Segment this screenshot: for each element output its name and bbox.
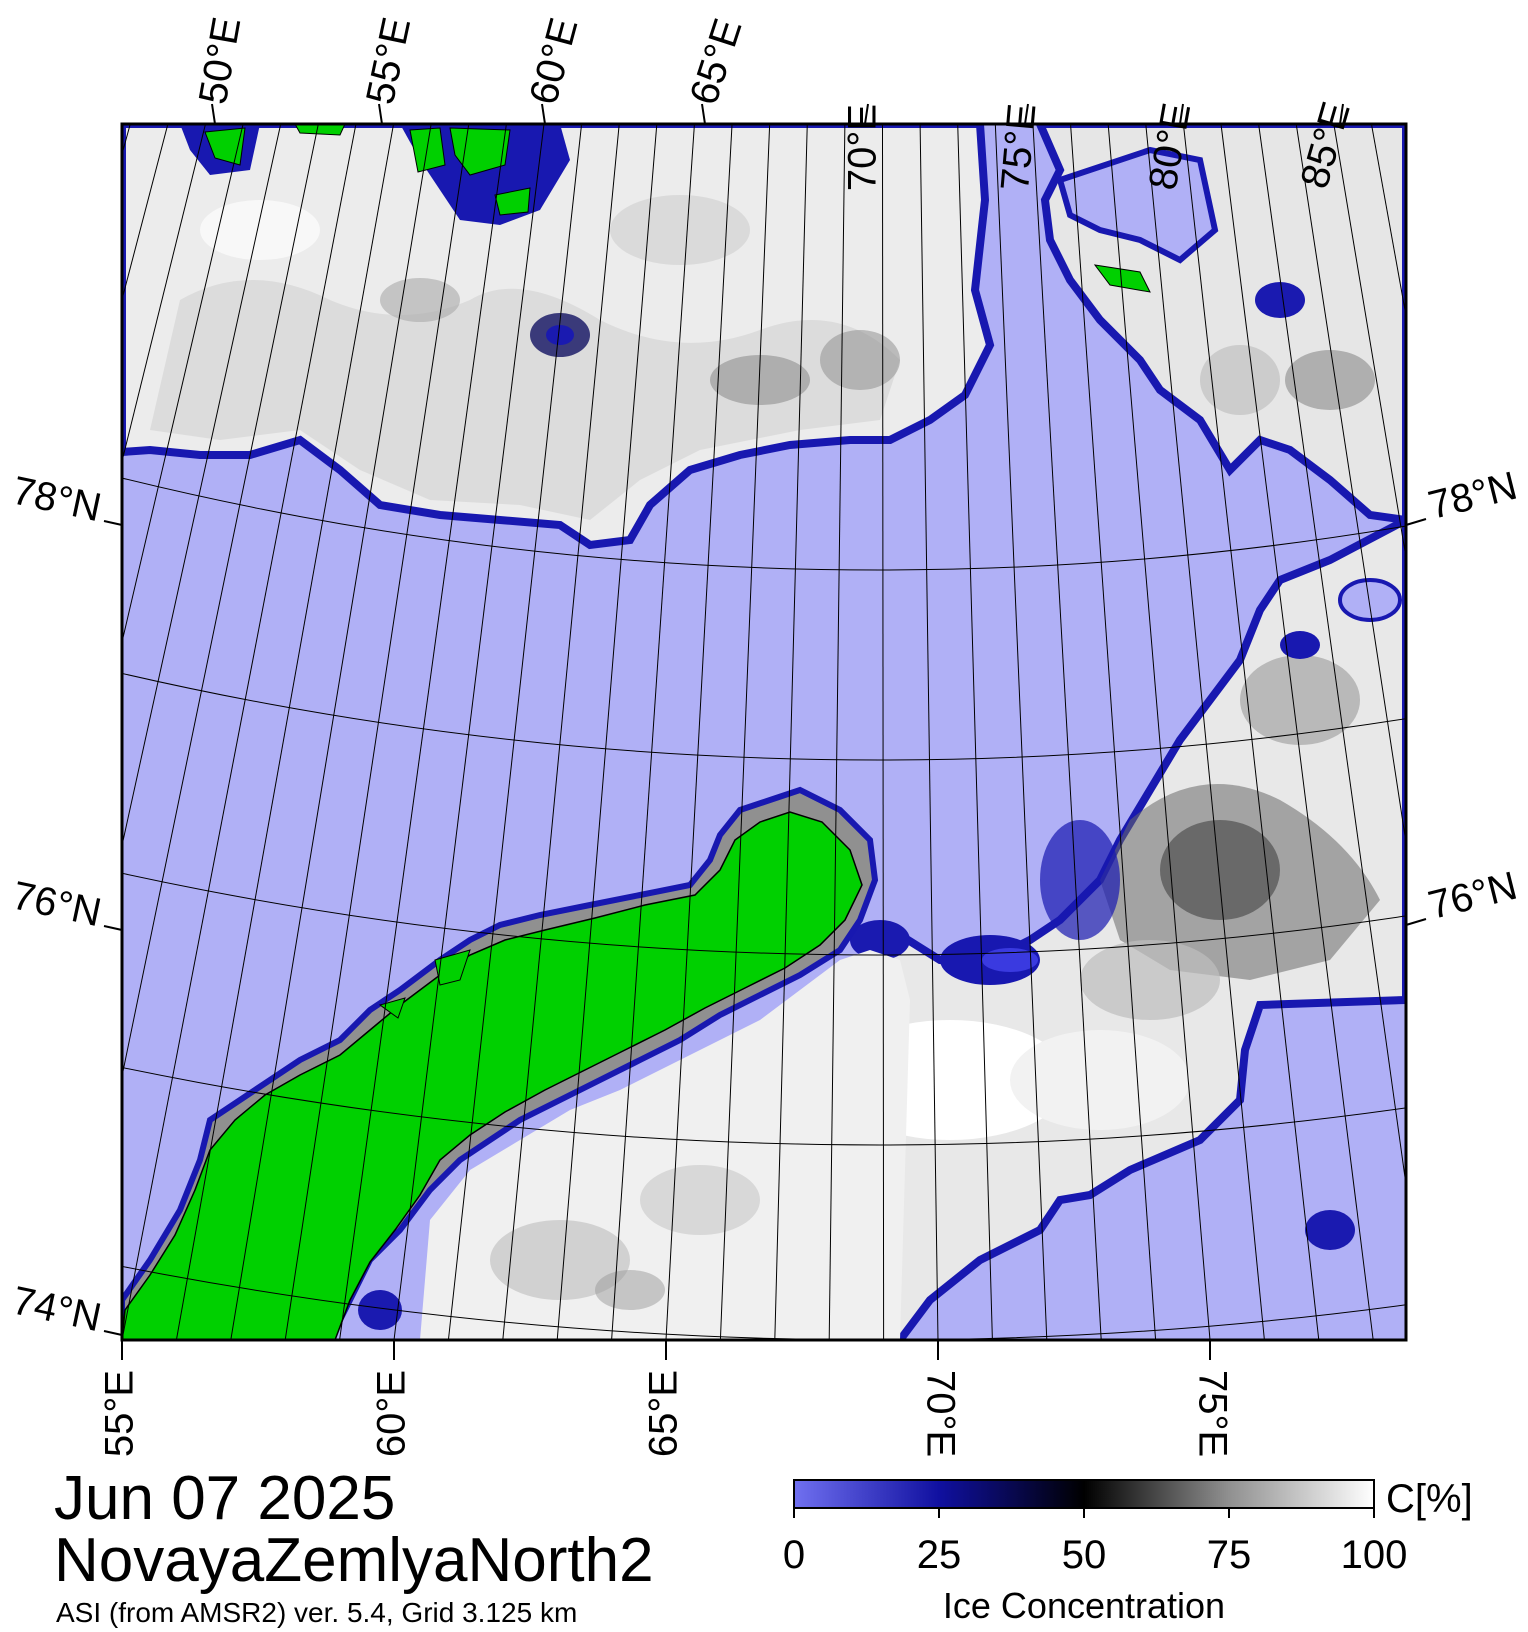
colorbar-gradient	[793, 1479, 1375, 1509]
map-content	[122, 124, 1406, 1340]
meridian-line	[828, 124, 846, 1340]
left-latitude-labels: 78°N 76°N 74°N	[9, 469, 106, 1341]
colorbar-title: Ice Concentration	[943, 1585, 1225, 1626]
meridian-line	[719, 124, 771, 1340]
meridian-line	[122, 124, 282, 848]
bottom-longitude-label: 55°E	[98, 1370, 142, 1457]
bottom-longitude-label: 65°E	[642, 1370, 686, 1457]
colorbar-tick-label: 25	[917, 1533, 962, 1577]
left-latitude-label: 76°N	[9, 874, 106, 936]
region-name: NovayaZemlyaNorth2	[54, 1526, 654, 1595]
colorbar-tick-label: 50	[1062, 1533, 1107, 1577]
meridian-line	[556, 124, 658, 1340]
meridian-line	[919, 124, 939, 1340]
meridian-line	[957, 124, 993, 1340]
meridian-line	[1145, 124, 1265, 1340]
meridian-line	[175, 124, 395, 1340]
meridian-line	[665, 124, 733, 1340]
right-latitude-labels: 78°N 76°N	[1424, 464, 1521, 928]
right-latitude-label: 78°N	[1424, 464, 1521, 528]
meridian-line	[447, 124, 583, 1340]
bottom-longitude-label: 75°E	[1190, 1370, 1234, 1457]
meridian-line	[774, 124, 808, 1340]
northeast-pack-ice	[1035, 124, 1406, 525]
meridian-line	[1258, 124, 1406, 1189]
meridian-line	[230, 124, 432, 1340]
top-longitude-label: 70°E	[841, 104, 885, 191]
right-latitude-label: 76°N	[1424, 864, 1521, 928]
meridian-line	[1107, 124, 1211, 1340]
meridian-line	[122, 124, 319, 1079]
map-date: Jun 07 2025	[54, 1464, 396, 1533]
meridian-line	[1070, 124, 1157, 1340]
meridian-line	[393, 124, 545, 1340]
meridian-line	[1220, 124, 1374, 1340]
meridian-line	[502, 124, 620, 1340]
product-info: ASI (from AMSR2) ver. 5.4, Grid 3.125 km	[56, 1597, 578, 1628]
map-frame	[120, 122, 1408, 1342]
meridian-line	[611, 124, 695, 1340]
meridian-line	[1182, 124, 1320, 1340]
top-longitude-label: 75°E	[993, 102, 1044, 193]
meridian-line	[284, 124, 470, 1340]
colorbar-ticks: 0 25 50 75 100	[783, 1508, 1408, 1577]
top-longitude-label: 50°E	[191, 14, 249, 107]
left-latitude-label: 74°N	[9, 1279, 106, 1341]
axis-ticks	[103, 103, 1427, 1360]
graticule	[122, 124, 1406, 1340]
meridian-line	[1032, 124, 1102, 1340]
bottom-longitude-labels: 55°E 60°E 65°E 70°E 75°E	[98, 1370, 1235, 1457]
top-longitude-label: 60°E	[521, 13, 586, 109]
top-longitude-label: 65°E	[682, 14, 751, 111]
southern-pack-ice	[358, 950, 910, 1340]
bottom-longitude-label: 60°E	[370, 1370, 414, 1457]
colorbar-unit-label: C[%]	[1386, 1477, 1473, 1521]
meridian-line	[881, 124, 885, 1340]
novaya-zemlya	[122, 786, 879, 1340]
colorbar-tick-label: 75	[1207, 1533, 1252, 1577]
meridian-line	[122, 124, 357, 1340]
bottom-longitude-label: 70°E	[918, 1370, 962, 1457]
colorbar: 0 25 50 75 100 C[%] Ice Concentration	[783, 1477, 1473, 1626]
meridian-line	[994, 124, 1048, 1340]
meridian-line	[1295, 124, 1406, 846]
colorbar-tick-label: 100	[1341, 1533, 1408, 1577]
top-longitude-label: 55°E	[358, 14, 419, 108]
left-latitude-label: 78°N	[9, 469, 106, 531]
meridian-line	[339, 124, 507, 1340]
colorbar-tick-label: 0	[783, 1533, 805, 1577]
